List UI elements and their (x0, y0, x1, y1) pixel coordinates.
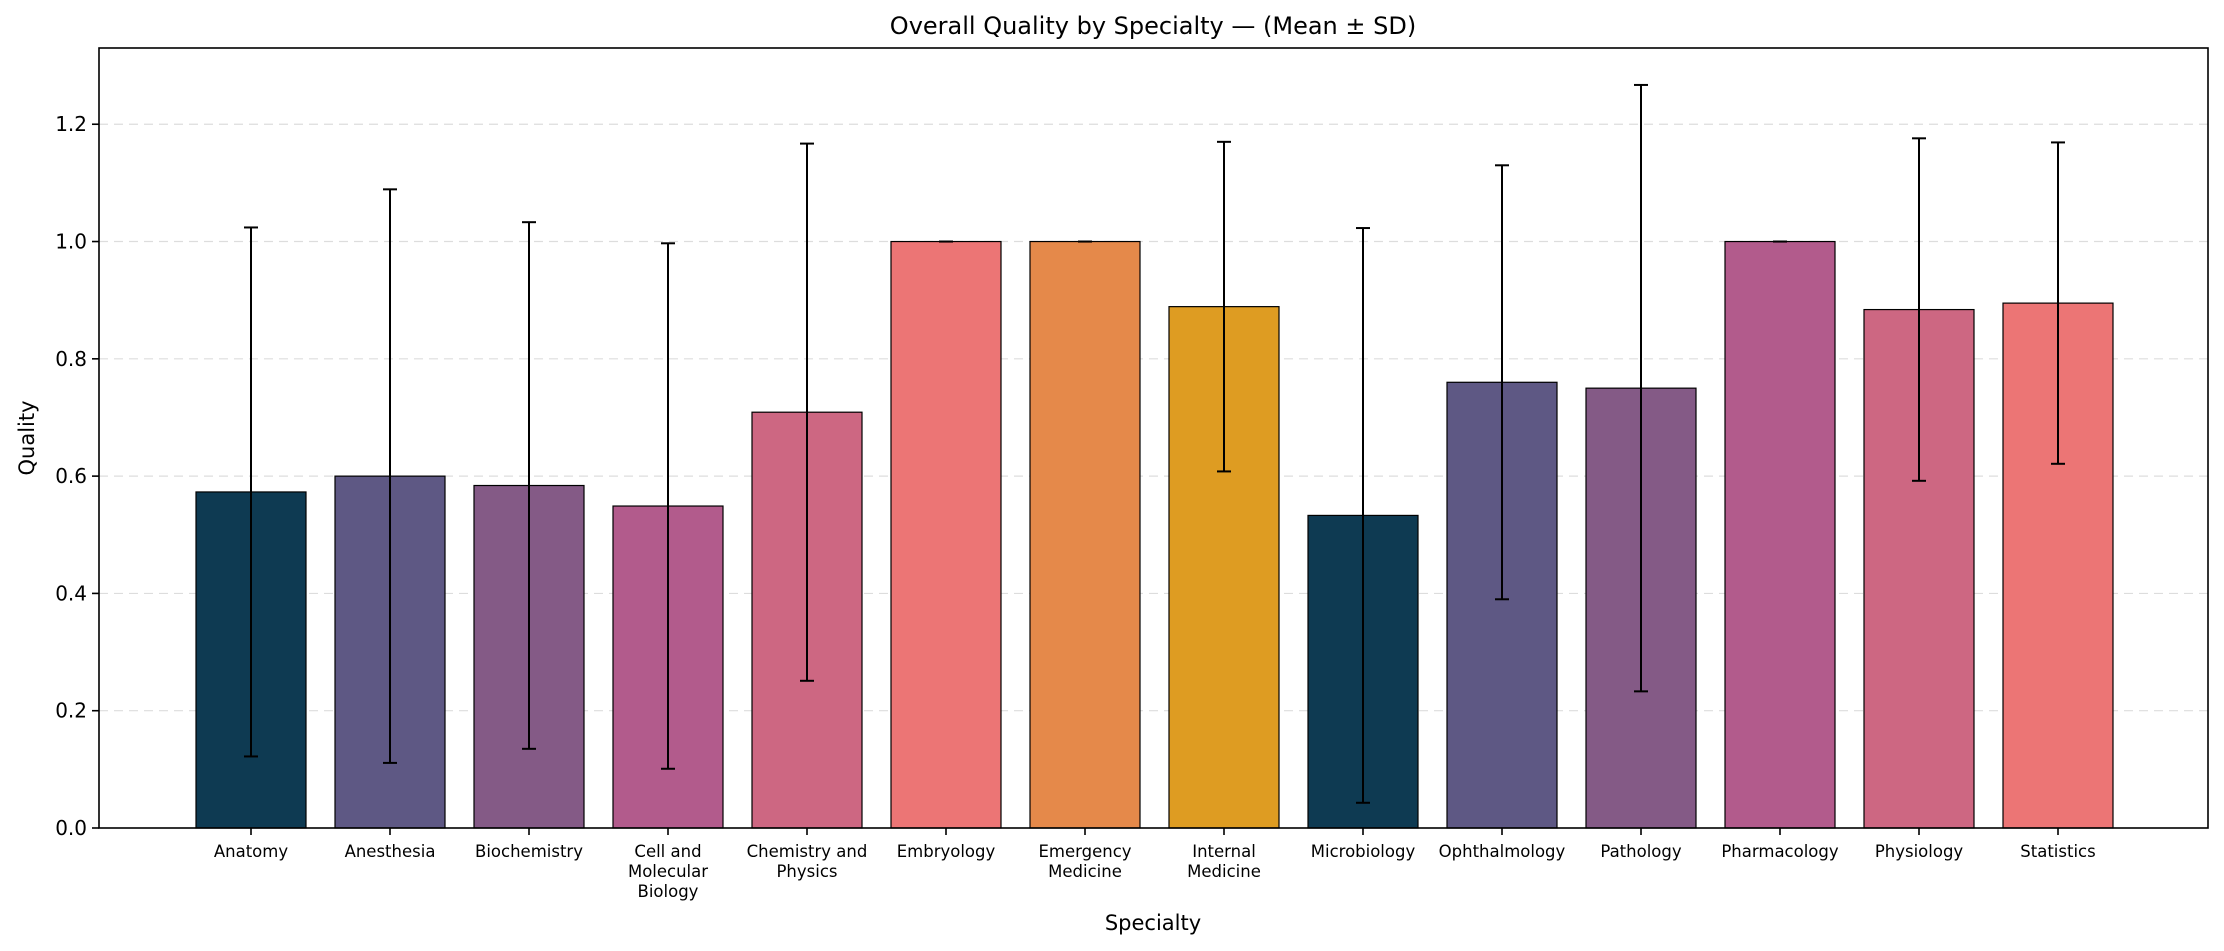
x-axis-label: Specialty (1105, 911, 1201, 935)
y-tick-label: 1.2 (55, 112, 87, 136)
bars (195, 240, 2114, 829)
bar (1029, 240, 1141, 829)
x-tick-label: Ophthalmology (1439, 842, 1566, 861)
x-tick-label: Microbiology (1311, 842, 1416, 861)
x-tick-label: Cell and Molecular Biology (628, 842, 708, 901)
y-axis-ticks: 0.0 0.2 0.4 0.6 0.8 1.0 1.2 (55, 112, 99, 840)
chart-title: Overall Quality by Specialty — (Mean ± S… (890, 12, 1416, 40)
x-axis-ticks: Anatomy Anesthesia Biochemistry Cell and Mol… (214, 828, 2096, 901)
x-tick-label: Physiology (1875, 842, 1964, 861)
x-tick-label: Pathology (1600, 842, 1681, 861)
y-tick-label: 0.8 (55, 347, 87, 371)
y-tick-label: 0.0 (55, 816, 87, 840)
x-tick-label: Embryology (897, 842, 996, 861)
error-bars (244, 83, 2065, 804)
plot-frame (98, 47, 2209, 829)
y-tick-label: 0.2 (55, 699, 87, 723)
bar (1724, 240, 1836, 829)
x-tick-label: Biochemistry (475, 842, 583, 861)
x-tick-label: Pharmacology (1721, 842, 1839, 861)
y-tick-label: 0.6 (55, 464, 87, 488)
x-tick-label: Anesthesia (345, 842, 436, 861)
y-tick-label: 0.4 (55, 581, 87, 605)
x-tick-label: Anatomy (214, 842, 288, 861)
y-tick-label: 1.0 (55, 230, 87, 254)
bar (890, 240, 1002, 829)
x-tick-label: Chemistry and Physics (747, 842, 868, 881)
y-axis-label: Quality (15, 400, 39, 475)
x-tick-label: Emergency Medicine (1038, 842, 1131, 881)
x-tick-label: Internal Medicine (1187, 842, 1261, 881)
x-tick-label: Statistics (2020, 842, 2095, 861)
gridlines (99, 123, 2208, 712)
